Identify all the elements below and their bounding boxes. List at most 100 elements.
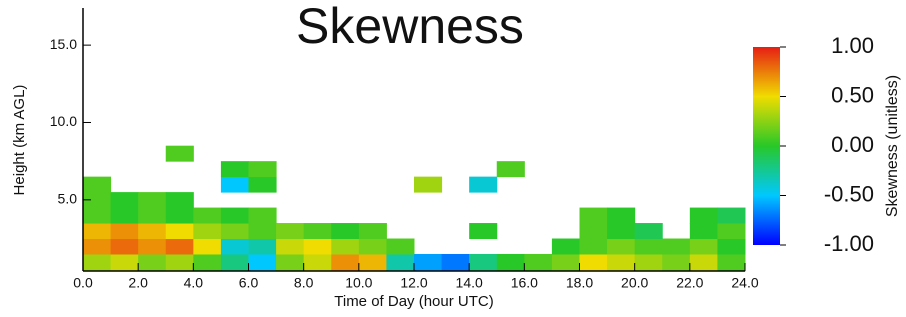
heatmap-cell <box>717 239 745 255</box>
heatmap-cell <box>469 223 497 239</box>
heatmap-cell <box>717 254 745 272</box>
heatmap-cell <box>552 254 580 272</box>
heatmap-cell <box>359 223 387 239</box>
heatmap-cell <box>662 254 690 272</box>
heatmap-cell <box>580 254 608 272</box>
heatmap-cell <box>166 239 194 255</box>
colorbar-tick-label: 0.50 <box>831 82 874 107</box>
colorbar-label: Skewness (unitless) <box>884 75 901 217</box>
heatmap-cell <box>276 223 304 239</box>
heatmap-cell <box>221 208 249 224</box>
heatmap-cell <box>221 239 249 255</box>
y-axis-label: Height (km AGL) <box>11 85 28 196</box>
heatmap-cell <box>304 239 332 255</box>
x-tick-label: 4.0 <box>184 275 204 291</box>
heatmap-cell <box>580 223 608 239</box>
heatmap-cell <box>138 223 166 239</box>
x-tick-label: 18.0 <box>566 275 593 291</box>
heatmap-cell <box>221 223 249 239</box>
heatmap-cell <box>580 239 608 255</box>
colorbar-tick-label: 0.00 <box>831 132 874 157</box>
heatmap-cell <box>221 177 249 193</box>
heatmap-cell <box>304 223 332 239</box>
heatmap-cell <box>221 161 249 177</box>
heatmap-cell <box>111 192 139 208</box>
heatmap-cell <box>331 254 359 272</box>
heatmap-cell <box>193 239 221 255</box>
heatmap-cell <box>193 254 221 272</box>
heatmap-cell <box>83 254 111 272</box>
heatmap-cell <box>83 208 111 224</box>
x-tick-label: 0.0 <box>73 275 93 291</box>
colorbar-tick-label: 1.00 <box>831 33 874 58</box>
heatmap-cell <box>690 208 718 224</box>
heatmap-cell <box>386 239 414 255</box>
heatmap-cell <box>138 208 166 224</box>
colorbar <box>753 47 780 245</box>
x-tick-label: 14.0 <box>456 275 483 291</box>
heatmap-cell <box>386 254 414 272</box>
heatmap-cell <box>469 177 497 193</box>
heatmap-cell <box>111 208 139 224</box>
x-axis-label: Time of Day (hour UTC) <box>334 293 493 310</box>
chart: Skewness Time of Day (hour UTC) Height (… <box>0 0 906 317</box>
heatmap-cell <box>249 254 277 272</box>
heatmap-cell <box>249 161 277 177</box>
heatmap-cell <box>414 254 442 272</box>
x-tick-label: 2.0 <box>128 275 148 291</box>
x-tick-label: 10.0 <box>345 275 372 291</box>
heatmap-cell <box>635 239 663 255</box>
x-tick-label: 20.0 <box>621 275 648 291</box>
heatmap-cell <box>524 254 552 272</box>
heatmap-cell <box>580 208 608 224</box>
heatmap-cell <box>497 254 525 272</box>
heatmap-cell <box>690 254 718 272</box>
colorbar-tick-label: -0.50 <box>824 181 874 206</box>
x-tick-label: 16.0 <box>511 275 538 291</box>
heatmap-cell <box>276 254 304 272</box>
heatmap-cell <box>166 254 194 272</box>
heatmap-cell <box>414 177 442 193</box>
heatmap-cell <box>690 239 718 255</box>
heatmap-cell <box>304 254 332 272</box>
colorbar-tick-label: -1.00 <box>824 231 874 256</box>
heatmap-cell <box>193 223 221 239</box>
heatmap-cell <box>359 239 387 255</box>
heatmap-cell <box>166 146 194 162</box>
heatmap-cell <box>469 254 497 272</box>
heatmap-cell <box>166 192 194 208</box>
heatmap-cell <box>249 223 277 239</box>
heatmap-cell <box>497 161 525 177</box>
heatmap-cell <box>83 223 111 239</box>
heatmap-cell <box>249 177 277 193</box>
heatmap-cell <box>607 208 635 224</box>
heatmap-cell <box>717 208 745 224</box>
heatmap-cell <box>138 192 166 208</box>
heatmap-cell <box>607 223 635 239</box>
heatmap-cell <box>607 254 635 272</box>
heatmap-cell <box>635 223 663 239</box>
x-tick-label: 12.0 <box>400 275 427 291</box>
heatmap-cell <box>690 223 718 239</box>
y-tick-label: 10.0 <box>50 113 77 129</box>
heatmap-cell <box>359 254 387 272</box>
heatmap-cell <box>138 254 166 272</box>
x-tick-label: 22.0 <box>676 275 703 291</box>
heatmap-cell <box>331 223 359 239</box>
heatmap-cell <box>166 208 194 224</box>
y-tick-label: 15.0 <box>50 36 77 52</box>
heatmap-cell <box>138 239 166 255</box>
x-tick-label: 24.0 <box>731 275 758 291</box>
heatmap-cell <box>83 177 111 193</box>
heatmap-cell <box>193 208 221 224</box>
heatmap-cell <box>111 254 139 272</box>
heatmap-cell <box>249 239 277 255</box>
heatmap-cell <box>166 223 194 239</box>
heatmap-cell <box>111 223 139 239</box>
heatmap-cell <box>635 254 663 272</box>
x-tick-label: 6.0 <box>239 275 259 291</box>
heatmap-cell <box>276 239 304 255</box>
heatmap-cell <box>111 239 139 255</box>
heatmap-cell <box>662 239 690 255</box>
heatmap-cell <box>442 254 470 272</box>
